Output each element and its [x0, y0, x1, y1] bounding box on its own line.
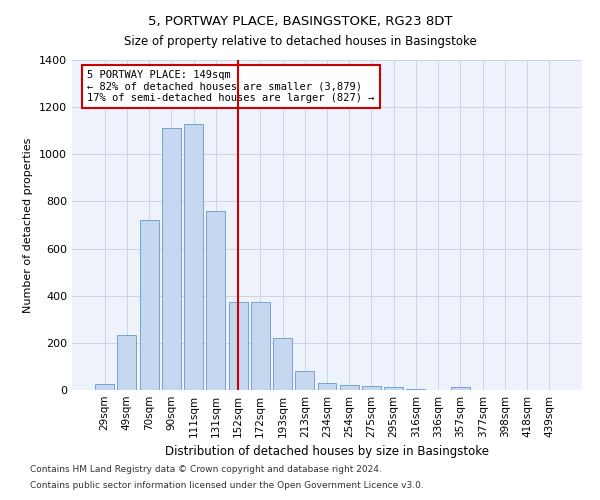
Bar — [451, 387, 470, 390]
Bar — [340, 385, 359, 390]
Y-axis label: Number of detached properties: Number of detached properties — [23, 138, 34, 312]
Bar — [162, 128, 181, 390]
Bar — [229, 302, 248, 390]
Bar — [273, 338, 292, 390]
Text: 5 PORTWAY PLACE: 149sqm
← 82% of detached houses are smaller (3,879)
17% of semi: 5 PORTWAY PLACE: 149sqm ← 82% of detache… — [88, 70, 375, 103]
Bar — [206, 211, 225, 390]
Bar — [406, 389, 425, 390]
Bar — [184, 124, 203, 390]
Text: Size of property relative to detached houses in Basingstoke: Size of property relative to detached ho… — [124, 35, 476, 48]
Bar — [95, 384, 114, 390]
Bar — [251, 302, 270, 390]
Bar — [384, 387, 403, 390]
Text: Contains HM Land Registry data © Crown copyright and database right 2024.: Contains HM Land Registry data © Crown c… — [30, 466, 382, 474]
Text: 5, PORTWAY PLACE, BASINGSTOKE, RG23 8DT: 5, PORTWAY PLACE, BASINGSTOKE, RG23 8DT — [148, 15, 452, 28]
Text: Contains public sector information licensed under the Open Government Licence v3: Contains public sector information licen… — [30, 480, 424, 490]
Bar — [118, 334, 136, 390]
Bar — [295, 371, 314, 390]
Bar — [362, 386, 381, 390]
Bar — [140, 220, 158, 390]
X-axis label: Distribution of detached houses by size in Basingstoke: Distribution of detached houses by size … — [165, 446, 489, 458]
Bar — [317, 383, 337, 390]
